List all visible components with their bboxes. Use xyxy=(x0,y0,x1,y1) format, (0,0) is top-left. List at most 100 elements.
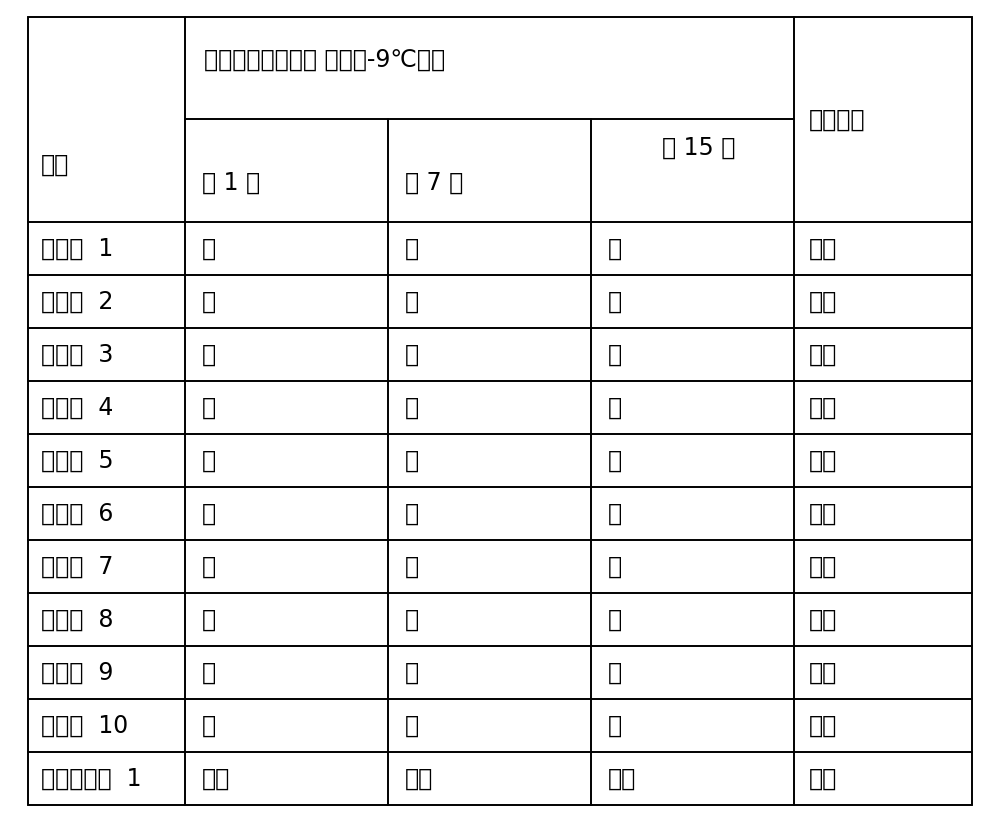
Bar xyxy=(185,540,388,593)
Text: 无: 无 xyxy=(202,501,216,525)
Text: 实施例  7: 实施例 7 xyxy=(41,555,113,579)
Text: 无: 无 xyxy=(202,237,216,261)
Text: 实施例  1: 实施例 1 xyxy=(41,237,113,261)
Bar xyxy=(185,434,388,487)
Text: 无: 无 xyxy=(202,607,216,631)
Text: 无: 无 xyxy=(608,237,622,261)
Bar xyxy=(591,540,794,593)
Text: 蚀刻性能: 蚀刻性能 xyxy=(809,108,865,132)
Bar xyxy=(794,381,972,434)
Text: 第 1 天: 第 1 天 xyxy=(202,171,260,195)
Bar xyxy=(28,646,185,699)
Bar xyxy=(388,699,591,752)
Bar xyxy=(591,381,794,434)
Text: 增加: 增加 xyxy=(405,766,433,791)
Text: 无: 无 xyxy=(202,713,216,737)
Text: 无: 无 xyxy=(608,449,622,473)
Bar xyxy=(185,275,388,328)
Bar xyxy=(388,434,591,487)
Bar xyxy=(28,434,185,487)
Text: 良好: 良好 xyxy=(809,237,837,261)
Text: 良好: 良好 xyxy=(809,343,837,367)
Bar xyxy=(28,540,185,593)
Bar xyxy=(794,487,972,540)
Text: 第 15 天: 第 15 天 xyxy=(662,136,736,160)
Text: 实施例  10: 实施例 10 xyxy=(41,713,128,737)
Bar xyxy=(185,593,388,646)
Bar xyxy=(28,275,185,328)
Text: 实施例  9: 实施例 9 xyxy=(41,660,113,685)
Bar xyxy=(388,593,591,646)
Text: 良好: 良好 xyxy=(809,395,837,419)
Bar xyxy=(185,17,794,119)
Text: 无: 无 xyxy=(608,555,622,579)
Bar xyxy=(591,119,794,222)
Text: 无: 无 xyxy=(405,289,419,313)
Text: 实施例  3: 实施例 3 xyxy=(41,343,113,367)
Bar xyxy=(591,434,794,487)
Bar xyxy=(591,699,794,752)
Bar xyxy=(388,119,591,222)
Bar xyxy=(28,381,185,434)
Text: 良好: 良好 xyxy=(809,289,837,313)
Text: 无: 无 xyxy=(202,660,216,685)
Bar xyxy=(388,646,591,699)
Text: 无: 无 xyxy=(608,395,622,419)
Text: 无: 无 xyxy=(405,555,419,579)
Bar xyxy=(794,593,972,646)
Bar xyxy=(28,593,185,646)
Text: 实施例  6: 实施例 6 xyxy=(41,501,113,525)
Text: 无: 无 xyxy=(202,395,216,419)
Text: 实施例  8: 实施例 8 xyxy=(41,607,113,631)
Text: 无: 无 xyxy=(405,343,419,367)
Text: 无: 无 xyxy=(608,660,622,685)
Bar xyxy=(591,752,794,805)
Text: 无: 无 xyxy=(608,607,622,631)
Bar xyxy=(28,487,185,540)
Bar xyxy=(185,646,388,699)
Text: 无: 无 xyxy=(405,713,419,737)
Bar xyxy=(185,328,388,381)
Text: 良好: 良好 xyxy=(809,713,837,737)
Bar xyxy=(591,222,794,275)
Text: 无: 无 xyxy=(202,343,216,367)
Bar xyxy=(185,381,388,434)
Text: 项目: 项目 xyxy=(41,153,69,177)
Text: 良好: 良好 xyxy=(809,555,837,579)
Bar xyxy=(591,646,794,699)
Text: 第 7 天: 第 7 天 xyxy=(405,171,463,195)
Text: 无: 无 xyxy=(608,343,622,367)
Bar xyxy=(794,275,972,328)
Text: 良好: 良好 xyxy=(809,660,837,685)
Text: 无: 无 xyxy=(405,237,419,261)
Bar xyxy=(388,752,591,805)
Text: 良好: 良好 xyxy=(809,449,837,473)
Text: 比较实施例  1: 比较实施例 1 xyxy=(41,766,141,791)
Text: 良好: 良好 xyxy=(809,607,837,631)
Text: 无: 无 xyxy=(405,395,419,419)
Text: 无: 无 xyxy=(405,660,419,685)
Text: 实施例  2: 实施例 2 xyxy=(41,289,113,313)
Bar xyxy=(794,752,972,805)
Bar xyxy=(794,540,972,593)
Text: 实施例  5: 实施例 5 xyxy=(41,449,113,473)
Text: 无: 无 xyxy=(405,449,419,473)
Bar xyxy=(794,699,972,752)
Bar xyxy=(591,487,794,540)
Text: 无: 无 xyxy=(202,289,216,313)
Text: 实施例  4: 实施例 4 xyxy=(41,395,113,419)
Bar xyxy=(388,328,591,381)
Bar xyxy=(28,752,185,805)
Text: 无: 无 xyxy=(202,449,216,473)
Bar xyxy=(28,699,185,752)
Text: 良好: 良好 xyxy=(809,766,837,791)
Bar xyxy=(185,487,388,540)
Bar xyxy=(388,381,591,434)
Text: 出现: 出现 xyxy=(202,766,230,791)
Bar xyxy=(388,222,591,275)
Text: 无: 无 xyxy=(608,713,622,737)
Text: 无: 无 xyxy=(608,289,622,313)
Bar xyxy=(28,328,185,381)
Bar xyxy=(28,222,185,275)
Text: 无: 无 xyxy=(608,501,622,525)
